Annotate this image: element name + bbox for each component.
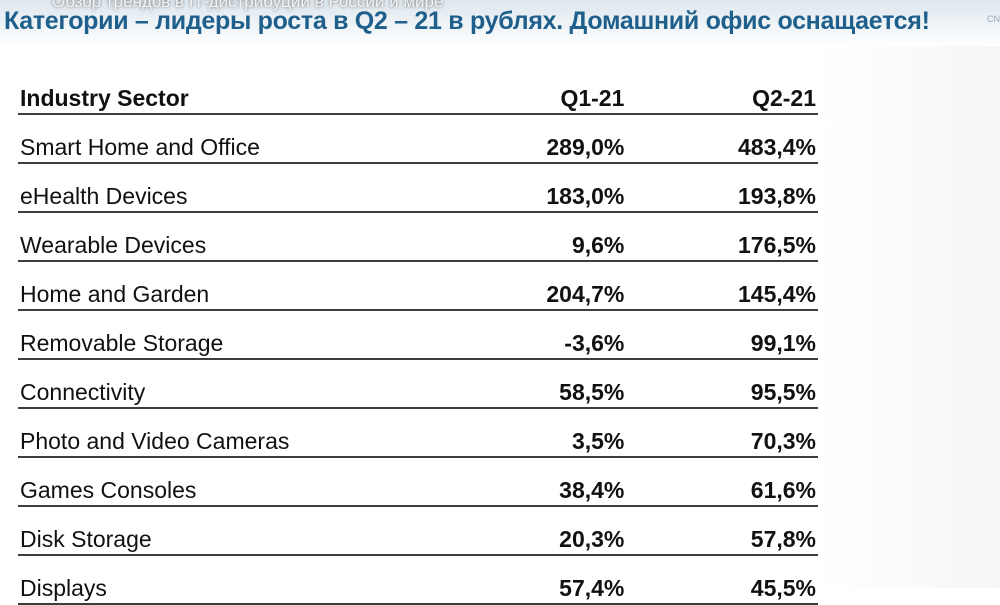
q2-value: 95,5% xyxy=(626,359,818,409)
table-row: Disk Storage 20,3% 57,8% xyxy=(18,506,818,556)
q1-value: 57,4% xyxy=(438,555,627,605)
q2-value: 70,3% xyxy=(626,408,818,458)
q2-value: 45,5% xyxy=(626,555,818,605)
table-header-row: Industry Sector Q1-21 Q2-21 xyxy=(18,72,818,115)
growth-table: Industry Sector Q1-21 Q2-21 Smart Home a… xyxy=(18,72,818,605)
header-industry-sector: Industry Sector xyxy=(18,72,439,115)
sector-name: Connectivity xyxy=(18,359,439,409)
sector-name: Removable Storage xyxy=(18,310,439,360)
q1-value: 20,3% xyxy=(438,506,627,556)
sector-name: Displays xyxy=(18,555,439,605)
video-title-overlay: Обзор трендов в IT-дистрибуции в России … xyxy=(52,0,444,11)
q2-value: 145,4% xyxy=(626,261,818,311)
q1-value: 183,0% xyxy=(438,163,627,213)
header-q2: Q2-21 xyxy=(626,72,818,115)
q1-value: -3,6% xyxy=(438,310,627,360)
sector-name: Home and Garden xyxy=(18,261,439,311)
slide-heading: Категории – лидеры роста в Q2 – 21 в руб… xyxy=(4,7,930,35)
table-row: Smart Home and Office 289,0% 483,4% xyxy=(18,114,818,164)
table-body: Smart Home and Office 289,0% 483,4% eHea… xyxy=(18,114,818,605)
q1-value: 204,7% xyxy=(438,261,627,311)
table-row: Removable Storage -3,6% 99,1% xyxy=(18,310,818,360)
table-row: eHealth Devices 183,0% 193,8% xyxy=(18,163,818,213)
q2-value: 57,8% xyxy=(626,506,818,556)
q2-value: 99,1% xyxy=(626,310,818,360)
q2-value: 61,6% xyxy=(626,457,818,507)
sector-name: Wearable Devices xyxy=(18,212,439,262)
table-row: Home and Garden 204,7% 145,4% xyxy=(18,261,818,311)
table-row: Photo and Video Cameras 3,5% 70,3% xyxy=(18,408,818,458)
sector-name: eHealth Devices xyxy=(18,163,439,213)
table-header: Industry Sector Q1-21 Q2-21 xyxy=(18,72,818,115)
sector-name: Disk Storage xyxy=(18,506,439,556)
q1-value: 58,5% xyxy=(438,359,627,409)
q2-value: 176,5% xyxy=(626,212,818,262)
q1-value: 9,6% xyxy=(438,212,627,262)
q1-value: 38,4% xyxy=(438,457,627,507)
q2-value: 483,4% xyxy=(626,114,818,164)
table-row: Displays 57,4% 45,5% xyxy=(18,555,818,605)
table-row: Connectivity 58,5% 95,5% xyxy=(18,359,818,409)
header-q1: Q1-21 xyxy=(438,72,627,115)
sector-name: Photo and Video Cameras xyxy=(18,408,439,458)
q1-value: 3,5% xyxy=(438,408,627,458)
slide-right-edge xyxy=(820,46,1000,588)
table-row: Games Consoles 38,4% 61,6% xyxy=(18,457,818,507)
corner-mark: CN xyxy=(987,14,1000,24)
slide-header-band xyxy=(0,0,1000,46)
sector-name: Games Consoles xyxy=(18,457,439,507)
table-row: Wearable Devices 9,6% 176,5% xyxy=(18,212,818,262)
sector-name: Smart Home and Office xyxy=(18,114,439,164)
q2-value: 193,8% xyxy=(626,163,818,213)
q1-value: 289,0% xyxy=(438,114,627,164)
